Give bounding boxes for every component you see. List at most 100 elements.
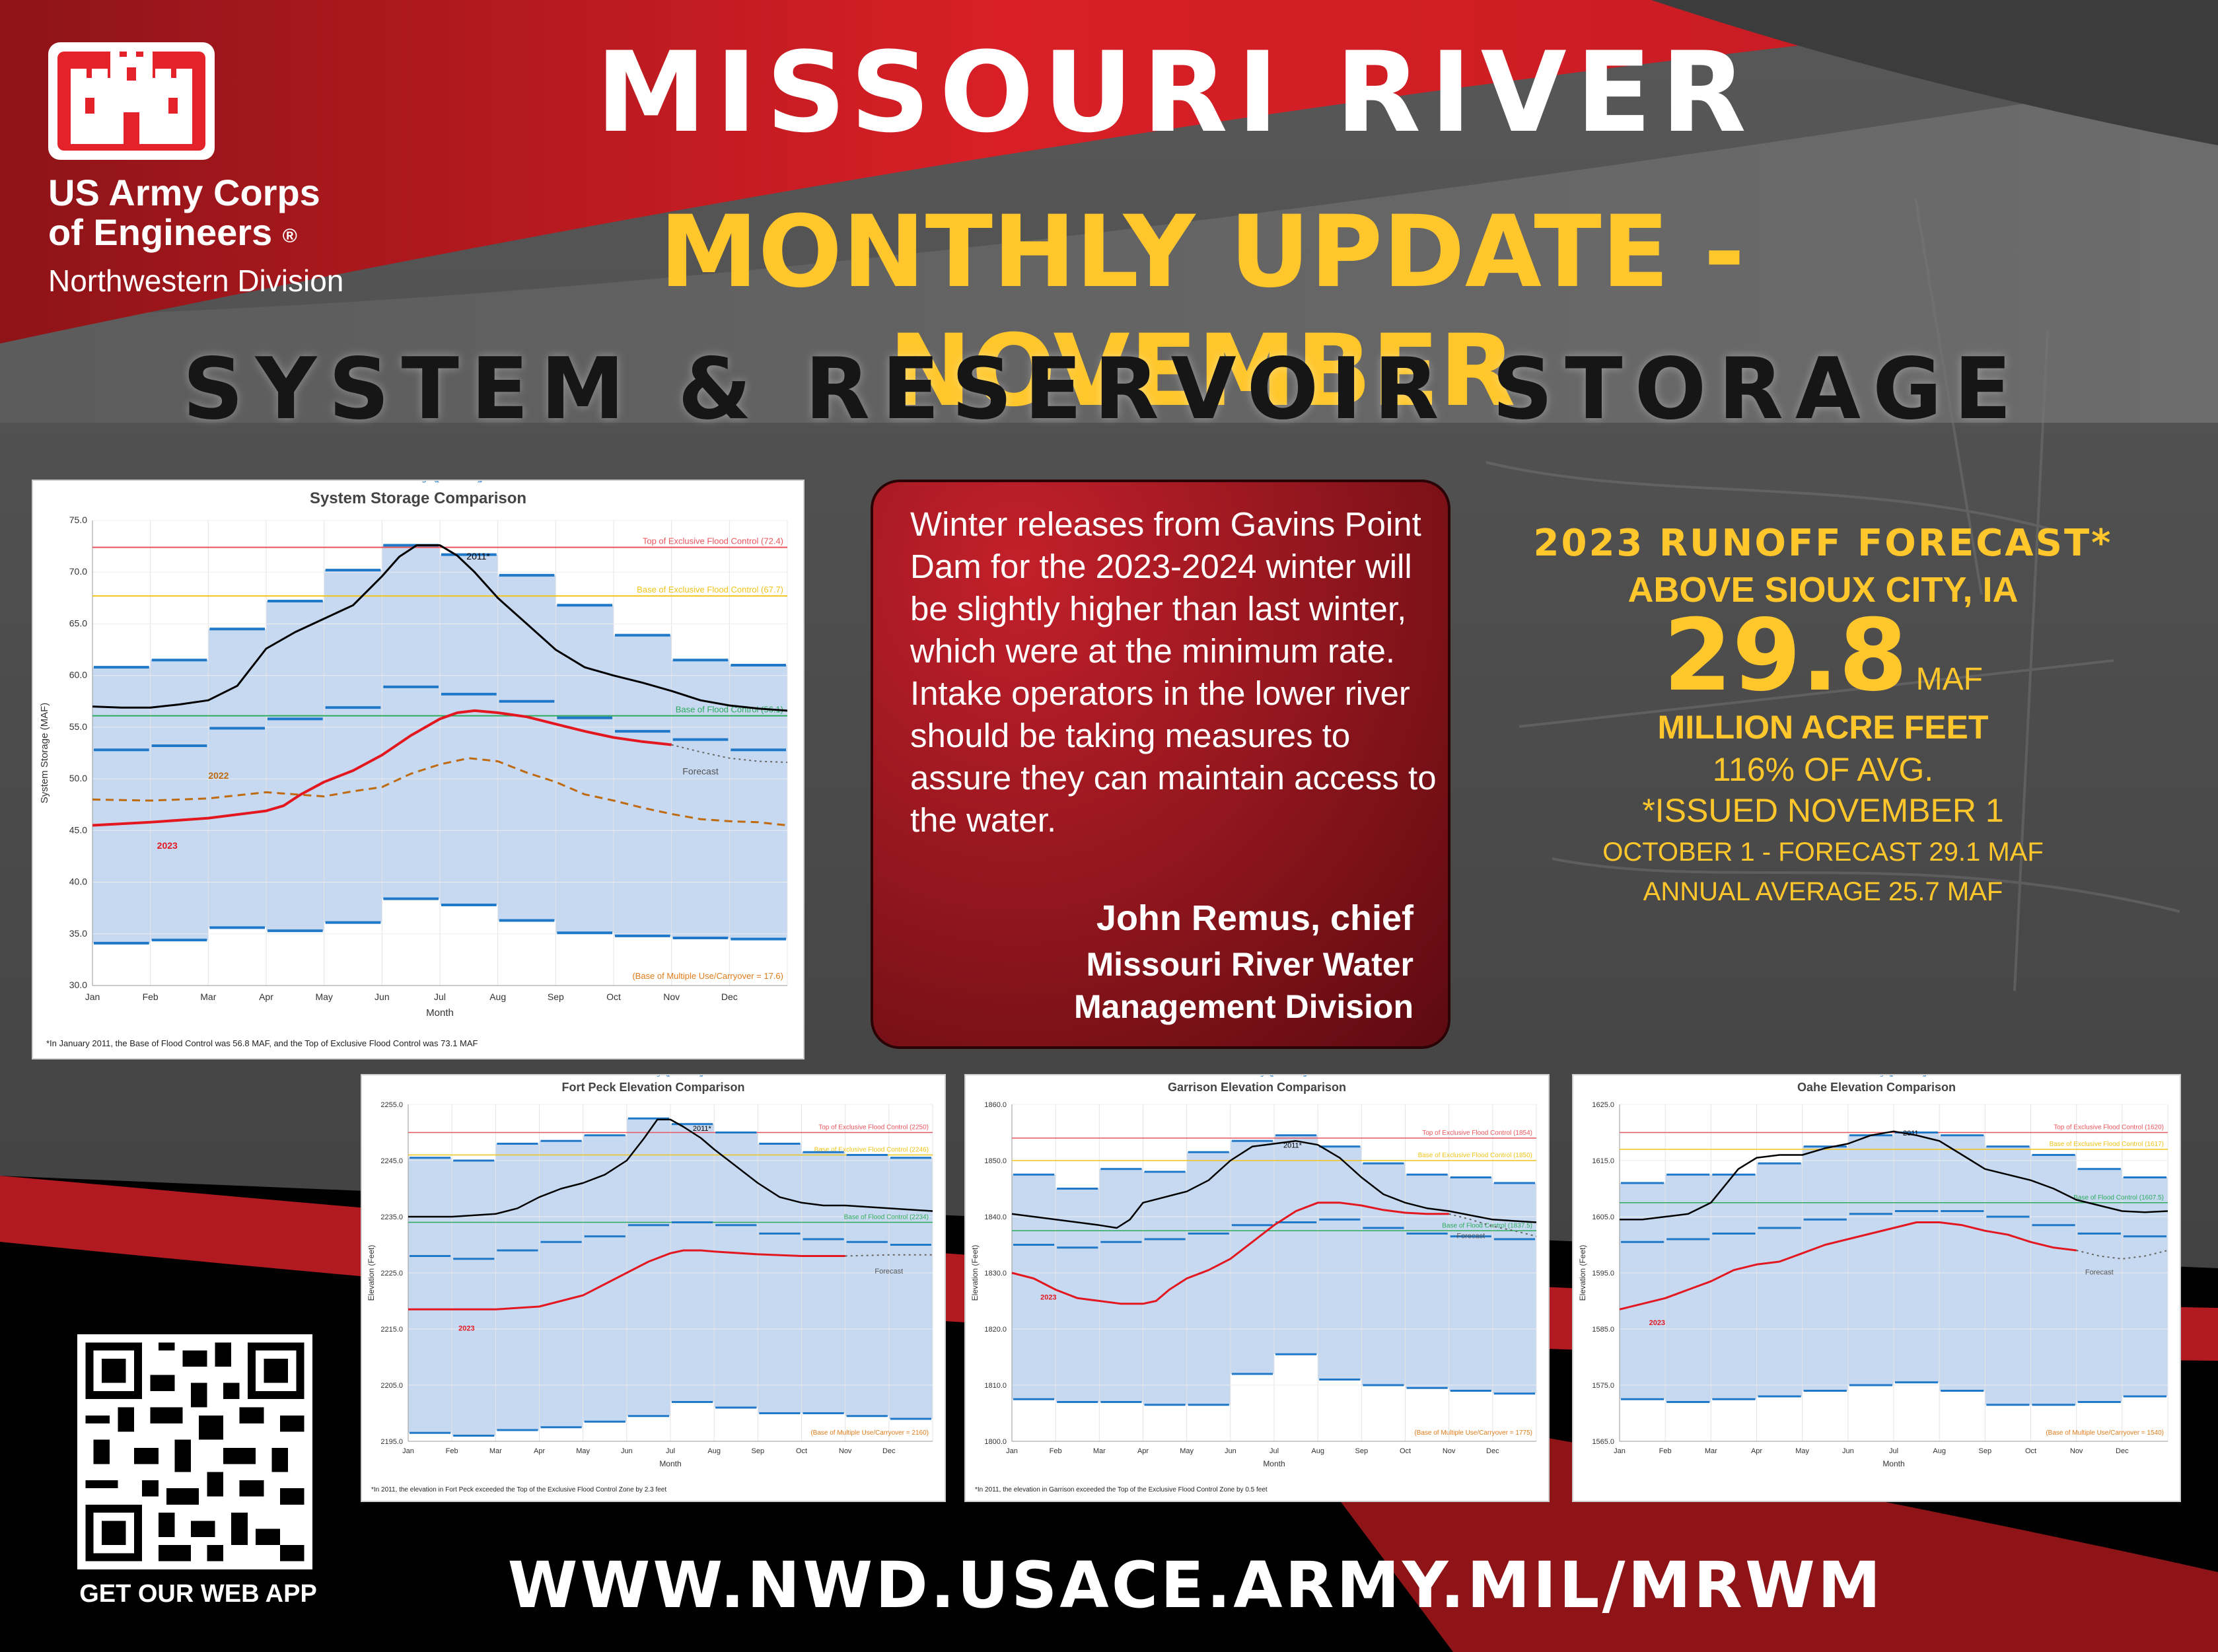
min-label: Minimum (1967-2022): [1861, 1075, 1926, 1077]
x-tick-label: Mar: [489, 1447, 502, 1455]
chart-title: Fort Peck Elevation Comparison: [561, 1081, 744, 1094]
fort-peck-panel: Fort Peck Elevation Comparison 2195.0 2205…: [362, 1070, 945, 1501]
hline-label: Top of Exclusive Flood Control (72.4): [643, 536, 783, 546]
series-label: 2011*: [466, 551, 490, 561]
y-tick-label: 1850.0: [984, 1157, 1007, 1165]
quote-author: John Remus, chief: [1096, 898, 1413, 938]
fort-peck-chart: Fort Peck Elevation Comparison 2195.0 2205…: [367, 1070, 933, 1493]
forecast-percent: 116% OF AVG.: [1712, 751, 1934, 788]
x-tick-label: Aug: [489, 991, 506, 1002]
x-tick-label: Apr: [1751, 1447, 1762, 1455]
x-tick-label: Jul: [1270, 1447, 1279, 1455]
x-tick-label: Nov: [663, 991, 680, 1002]
y-tick-label: 2235.0: [380, 1213, 403, 1221]
series-line-2011: [1011, 1140, 1537, 1229]
y-tick-label: 2215.0: [380, 1326, 403, 1334]
y-tick-label: 2245.0: [380, 1157, 403, 1165]
x-tick-label: Mar: [1093, 1447, 1106, 1455]
y-tick-label: 1810.0: [984, 1382, 1007, 1390]
x-tick-label: Dec: [1486, 1447, 1499, 1455]
quote-org-line1: Missouri River Water: [1086, 946, 1413, 983]
series-line-2023: [1619, 1221, 2077, 1311]
series-label: Forecast: [875, 1268, 903, 1275]
chart-footnote: *In 2011, the elevation in Garrison exce…: [975, 1486, 1268, 1493]
x-tick-label: Jul: [434, 991, 446, 1002]
x-tick-label: Mar: [200, 991, 216, 1002]
org-line2: of Engineers: [48, 211, 273, 253]
chart-title: Oahe Elevation Comparison: [1797, 1081, 1956, 1094]
forecast-unit: MAF: [1915, 662, 1983, 697]
qr-code[interactable]: [77, 1334, 312, 1569]
hline-label: Base of Exclusive Flood Control (2246): [814, 1147, 929, 1154]
carryover-note: (Base of Multiple Use/Carryover = 1775): [1414, 1429, 1532, 1437]
y-tick-label: 65.0: [69, 618, 87, 628]
min-label: Minimum (1967-2022): [398, 481, 482, 483]
x-tick-label: Dec: [882, 1447, 896, 1455]
forecast-issued: *ISSUED NOVEMBER 1: [1642, 792, 2004, 829]
series-line-forecast: [1449, 1213, 1537, 1237]
x-tick-label: Oct: [796, 1447, 807, 1455]
y-tick-label: 35.0: [69, 928, 87, 939]
series-label: Forecast: [1456, 1232, 1485, 1240]
y-tick-label: 1565.0: [1592, 1438, 1614, 1446]
y-tick-label: 75.0: [69, 515, 87, 525]
website-url[interactable]: WWW.NWD.USACE.ARMY.MIL/MRWM: [507, 1548, 1884, 1622]
quote-org: Missouri River Water Management Division: [910, 943, 1413, 1028]
y-tick-label: 1595.0: [1592, 1270, 1614, 1277]
series-line-2011: [92, 544, 788, 712]
y-tick-label: 1860.0: [984, 1101, 1007, 1109]
x-tick-label: Oct: [2025, 1447, 2036, 1455]
y-tick-label: 1575.0: [1592, 1382, 1614, 1390]
chart-footnote: *In 2011, the elevation in Fort Peck exc…: [371, 1486, 666, 1493]
quote-org-line2: Management Division: [1074, 988, 1413, 1025]
series-line-2023: [408, 1249, 845, 1311]
series-label: Forecast: [682, 766, 719, 776]
y-axis-label: Elevation (Feet): [1578, 1245, 1587, 1301]
system-storage-panel: System Storage Comparison 30.0 35.0 40.0 45.…: [33, 473, 803, 1058]
x-tick-label: Jul: [1889, 1447, 1898, 1455]
x-tick-label: Jan: [1614, 1447, 1626, 1455]
x-axis-label: Month: [1263, 1459, 1285, 1468]
garrison-chart: Garrison Elevation Comparison 1800.0 1810.…: [970, 1070, 1537, 1493]
x-tick-label: May: [1795, 1447, 1809, 1455]
x-tick-label: Mar: [1705, 1447, 1717, 1455]
y-axis-label: Elevation (Feet): [970, 1245, 980, 1301]
org-name: US Army Corps of Engineers ® Northwester…: [48, 173, 343, 300]
y-tick-label: 2205.0: [380, 1382, 403, 1390]
usace-logo: [48, 42, 215, 160]
chart-footnote: *In January 2011, the Base of Flood Cont…: [46, 1038, 478, 1048]
series-label: Forecast: [2085, 1269, 2114, 1277]
hline-label: Base of Flood Control (2234): [844, 1214, 929, 1221]
x-tick-label: Feb: [143, 991, 159, 1002]
registered-mark: ®: [282, 225, 297, 247]
x-tick-label: Aug: [707, 1447, 721, 1455]
x-tick-label: Aug: [1311, 1447, 1324, 1455]
y-tick-label: 60.0: [69, 670, 87, 680]
min-label: Minimum (1967-2022): [638, 1075, 703, 1077]
series-line-2023: [1011, 1202, 1449, 1305]
qr-code-icon: [85, 1342, 304, 1562]
forecast-prior: OCTOBER 1 - FORECAST 29.1 MAF: [1602, 838, 2044, 867]
min-label: Minimum (1967-2022): [1242, 1075, 1306, 1077]
x-tick-label: Sep: [1355, 1447, 1369, 1455]
x-tick-label: May: [576, 1447, 590, 1455]
series-line-2011: [1620, 1130, 2168, 1221]
qr-label: GET OUR WEB APP: [79, 1580, 317, 1608]
x-tick-label: Sep: [548, 991, 564, 1002]
y-tick-label: 2225.0: [380, 1270, 403, 1277]
x-tick-label: Jun: [621, 1447, 633, 1455]
y-tick-label: 70.0: [69, 566, 87, 577]
x-tick-label: Nov: [839, 1447, 852, 1455]
page-subtitle: MONTHLY UPDATE - NOVEMBER: [659, 195, 1745, 429]
series-line-2022: [92, 757, 788, 826]
hline-label: Base of Exclusive Flood Control (1850): [1418, 1152, 1532, 1159]
x-tick-label: Oct: [1400, 1447, 1411, 1455]
garrison-panel: Garrison Elevation Comparison 1800.0 1810.…: [966, 1070, 1548, 1501]
y-axis-label: System Storage (MAF): [39, 703, 50, 804]
castle-icon: [71, 52, 192, 144]
x-tick-label: Jun: [375, 991, 390, 1002]
y-tick-label: 1800.0: [984, 1438, 1007, 1446]
y-tick-label: 1830.0: [984, 1270, 1007, 1277]
series-label: 2023: [157, 840, 178, 851]
x-tick-label: Sep: [1979, 1447, 1992, 1455]
